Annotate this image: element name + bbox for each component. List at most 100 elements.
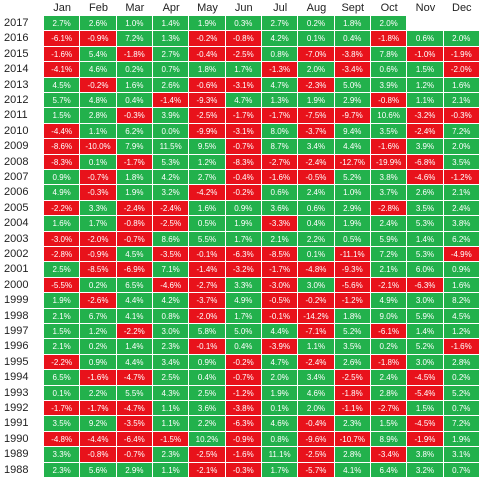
return-cell: 3.9% [152,108,190,124]
return-cell: -0.7% [116,231,153,247]
return-cell: -0.1% [189,339,226,355]
return-cell: -2.2% [44,354,81,371]
return-cell: -1.4% [152,93,190,109]
return-cell: -2.1% [370,277,408,294]
return-cell: 3.2% [407,462,444,478]
return-cell: -2.0% [189,308,226,324]
return-cell: -12.7% [334,154,371,170]
return-cell: 6.4% [370,462,408,478]
month-header: Dec [452,2,472,14]
return-cell: -1.7% [116,154,153,170]
return-cell: 1.7% [225,231,262,247]
return-cell: 4.6% [261,416,299,432]
year-label: 1997 [4,325,29,337]
return-cell: 1.5% [407,401,444,417]
return-cell: 5.2% [334,324,371,340]
return-cell: 0.4% [334,31,371,47]
return-cell: -1.6% [80,370,117,386]
return-cell: -9.7% [334,108,371,124]
return-cell: -8.3% [225,154,262,170]
return-cell: 1.1% [152,401,190,417]
return-cell: -1.7% [80,401,117,417]
return-cell: 3.5% [370,123,408,140]
return-cell: 3.4% [298,370,335,386]
return-cell: 10.6% [370,108,408,124]
year-label: 1991 [4,417,29,430]
return-cell: 2.7% [189,170,226,186]
return-cell: 0.1% [298,247,335,263]
return-cell: 10.2% [189,431,226,448]
return-cell: -1.7% [261,108,299,124]
return-cell: -1.0% [407,46,444,63]
return-cell: 1.9% [44,293,81,309]
return-cell: 2.0% [370,16,408,32]
return-cell: -6.1% [370,324,408,340]
return-cell: 0.8% [152,308,190,324]
return-cell: -0.8% [116,216,153,232]
return-cell: 2.3% [44,462,81,478]
return-cell: -2.5% [152,216,190,232]
year-label: 1995 [4,355,29,368]
year-label: 2011 [4,109,28,122]
return-cell: -3.1% [225,77,262,93]
return-cell: 1.2% [443,324,480,340]
return-cell: 3.6% [189,401,226,417]
return-cell: -9.3% [334,262,371,278]
return-cell: 2.8% [443,354,480,371]
return-cell: 1.6% [443,77,480,93]
return-cell: 1.4% [116,339,153,355]
return-cell: 1.9% [443,431,480,448]
return-cell: -1.2% [443,170,480,186]
return-cell: 5.7% [44,93,81,109]
year-label: 1994 [4,371,29,384]
return-cell: 5.9% [407,308,444,324]
return-cell: -0.8% [225,31,262,47]
return-cell: -9.9% [189,123,226,140]
return-cell: 4.7% [225,93,262,109]
return-cell: 9.0% [370,308,408,324]
return-cell: -1.9% [443,46,480,63]
return-cell: 8.0% [261,123,299,140]
return-cell: 1.8% [334,16,371,32]
return-cell: 2.4% [443,200,480,217]
return-cell: 2.1% [261,231,299,247]
return-cell: 1.9% [189,16,226,32]
return-cell: -2.5% [189,108,226,124]
return-cell: 2.7% [261,16,299,32]
return-cell: -2.0% [443,62,480,78]
return-cell: 2.4% [298,185,335,201]
return-cell: 3.3% [44,447,81,463]
return-cell: 2.7% [152,46,190,63]
return-cell: -6.1% [44,31,81,47]
year-label: 2006 [4,186,29,199]
return-cell: 5.5% [116,385,153,401]
return-cell: 4.5% [443,308,480,324]
return-cell: 2.6% [334,354,371,371]
return-cell: -6.3% [225,247,262,263]
month-header: Feb [89,2,108,14]
return-cell: 2.9% [116,462,153,478]
return-cell: 2.8% [370,385,408,401]
year-label: 2008 [4,155,29,168]
month-header: Jun [234,2,253,14]
return-cell: 4.4% [261,324,299,340]
return-cell: 0.6% [298,200,335,217]
return-cell: -4.4% [44,123,81,140]
return-cell: 4.2% [152,170,190,186]
return-cell: 1.6% [116,77,153,93]
return-cell: -3.1% [225,123,262,140]
return-cell: -2.4% [152,200,190,217]
return-cell: 2.0% [443,31,480,47]
return-cell: 6.0% [407,262,444,278]
return-cell: -0.6% [189,77,226,93]
return-cell: -1.6% [261,170,299,186]
return-cell: 1.1% [407,93,444,109]
return-cell: 0.2% [443,370,480,386]
return-cell: 11.5% [152,139,190,155]
return-cell: 1.1% [298,339,335,355]
year-label: 1998 [4,309,29,322]
return-cell: 2.2% [80,385,117,401]
return-cell: 1.6% [189,200,226,217]
return-cell: -4.7% [116,401,153,417]
